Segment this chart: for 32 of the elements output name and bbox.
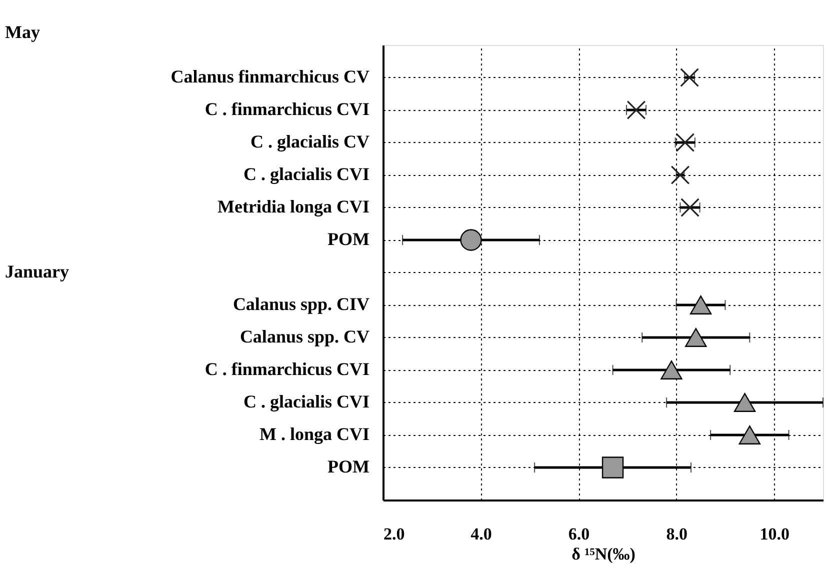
point bbox=[626, 100, 646, 120]
y-tick-label: C . glacialis CVI bbox=[244, 392, 370, 412]
text: May bbox=[5, 22, 40, 42]
x-tick-label: 10.0 bbox=[760, 524, 790, 544]
x-tick-label: 8.0 bbox=[666, 524, 688, 544]
x-tick-label: 6.0 bbox=[568, 524, 590, 544]
point bbox=[676, 133, 695, 152]
point bbox=[660, 360, 682, 380]
y-tick-label: Metridia longa CVI bbox=[218, 196, 370, 216]
y-tick-label: POM bbox=[328, 456, 370, 476]
y-tick-label: Calanus spp. CV bbox=[240, 326, 370, 346]
y-tick-label: C . glacialis CV bbox=[250, 132, 370, 152]
x-tick-label: 4.0 bbox=[470, 524, 492, 544]
point bbox=[680, 68, 699, 87]
point bbox=[670, 166, 690, 184]
point bbox=[738, 426, 761, 444]
point bbox=[685, 328, 707, 347]
y-tick-label: Calanus finmarchicus CV bbox=[170, 66, 370, 86]
y-tick-label: C . finmarchicus CVI bbox=[204, 359, 370, 379]
point bbox=[690, 296, 712, 314]
point bbox=[680, 198, 700, 217]
point bbox=[734, 393, 756, 412]
x-tick-label: 2.0 bbox=[384, 524, 405, 544]
y-tick-label: Calanus spp. CIV bbox=[232, 294, 370, 314]
text: January bbox=[5, 262, 70, 282]
y-tick-label: C . finmarchicus CVI bbox=[204, 99, 370, 119]
x-axis-title: δ ¹⁵N(‰) bbox=[572, 544, 636, 564]
y-tick-label: M . longa CVI bbox=[259, 424, 370, 444]
y-tick-label: C . glacialis CVI bbox=[244, 164, 370, 184]
y-tick-label: POM bbox=[328, 229, 370, 249]
point bbox=[602, 456, 624, 478]
point bbox=[460, 229, 482, 251]
